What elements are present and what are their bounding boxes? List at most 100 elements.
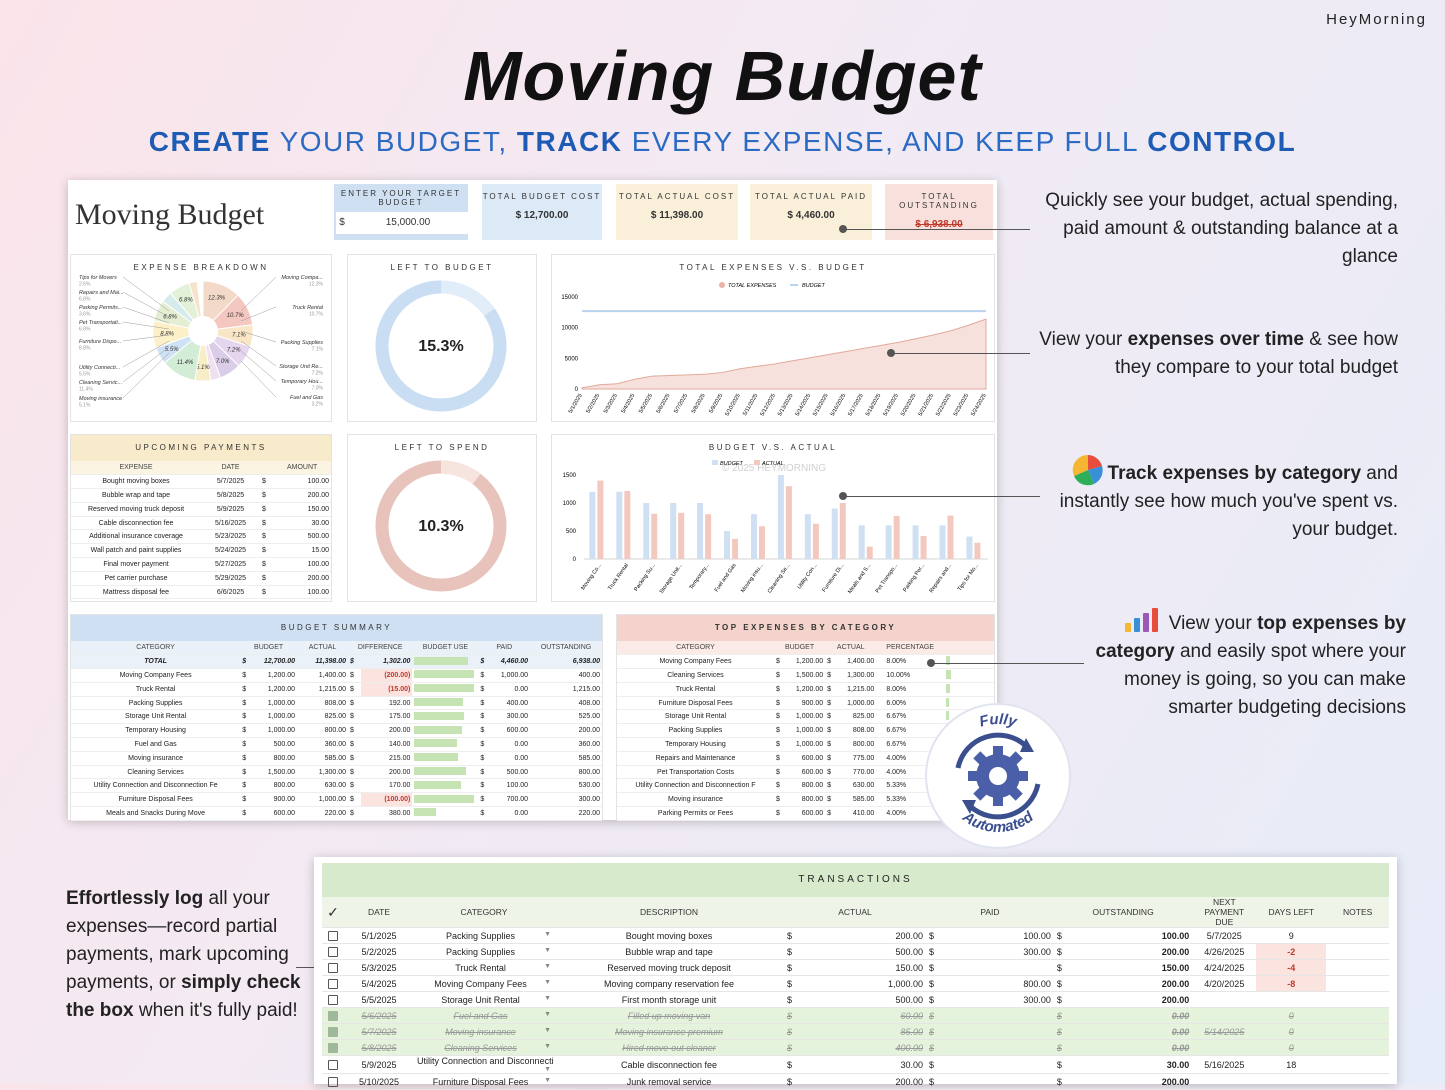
x-tick-label: 5/14/2025 — [795, 393, 812, 417]
x-tick-label: 5/13/2025 — [777, 393, 794, 417]
category-select[interactable]: Utility Connection and Disconnection ▼ — [414, 1055, 554, 1074]
x-tick-label: Pet Transpo... — [875, 562, 900, 594]
table-row: Parking Permits or Fees $600.00 $410.00 4.0… — [617, 806, 994, 821]
pie-legend-label: Parking Permits... — [79, 305, 122, 311]
paid-checkbox[interactable] — [322, 975, 344, 992]
table-row: Utility Connection and Disconnection F $8… — [617, 778, 994, 794]
transaction-row: 5/8/2025 Cleaning Services ▼ Hired move-ou… — [322, 1039, 1389, 1056]
left-to-spend-card: LEFT TO SPEND 10.3% — [347, 434, 537, 602]
transaction-row: 5/10/2025 Furniture Disposal Fees ▼ Junk r… — [322, 1073, 1389, 1090]
pie-legend-label: Storage Unit Re... — [279, 364, 323, 370]
x-tick-label: 5/3/2025 — [603, 393, 619, 415]
transaction-row: 5/5/2025 Storage Unit Rental ▼ First month… — [322, 991, 1389, 1008]
budget-bar — [643, 503, 650, 559]
table-row: Truck Rental $1,200.00 1,215.00 $ (15.00) $0.… — [71, 682, 602, 697]
category-select[interactable]: Storage Unit Rental ▼ — [414, 991, 554, 1008]
table-row: Fuel and Gas $500.00 360.00 $140.00 $0.00 360… — [71, 737, 602, 752]
pie-legend-pct: 12.3% — [309, 282, 324, 288]
pie-legend-pct: 3.6% — [79, 312, 91, 318]
x-tick-label: Fuel and Gas — [714, 563, 738, 594]
notes-cell[interactable] — [1326, 943, 1389, 960]
pie-legend-label: Tips for Movers — [79, 275, 117, 281]
budget-summary-table: CATEGORY BUDGET ACTUAL DIFFERENCE BUDGET USE… — [71, 641, 602, 821]
x-tick-label: 5/8/2025 — [691, 393, 707, 415]
x-tick-label: 5/10/2025 — [724, 393, 741, 417]
paid-checkbox[interactable] — [322, 1055, 344, 1074]
transaction-row: 5/9/2025 Utility Connection and Disconnec… — [322, 1055, 1389, 1074]
table-row: Moving Company Fees $1,200.00 $1,400.00 8.0… — [617, 654, 994, 670]
category-select[interactable]: Fuel and Gas ▼ — [414, 1007, 554, 1024]
paid-checkbox[interactable] — [322, 991, 344, 1008]
col-header: NOTES — [1326, 897, 1389, 928]
transaction-row: 5/1/2025 Packing Supplies ▼ Bought moving … — [322, 927, 1389, 944]
notes-cell[interactable] — [1326, 975, 1389, 992]
pie-legend-pct: 11.4% — [79, 387, 93, 393]
notes-cell[interactable] — [1326, 1007, 1389, 1024]
pie-legend-pct: 7.2% — [312, 371, 324, 377]
pie-legend-label: Cleaning Servic... — [79, 380, 122, 386]
col-header: DATE — [344, 897, 414, 928]
pie-legend-label: Truck Rental — [292, 305, 324, 311]
callout-dot-2 — [887, 349, 895, 357]
pie-pct-label: 8.8% — [160, 331, 174, 337]
col-header: ACTUAL — [825, 641, 877, 656]
notes-cell[interactable] — [1326, 959, 1389, 976]
budget-bar — [724, 531, 731, 559]
notes-cell[interactable] — [1326, 1073, 1389, 1090]
category-select[interactable]: Packing Supplies ▼ — [414, 943, 554, 960]
category-select[interactable]: Cleaning Services ▼ — [414, 1039, 554, 1056]
category-select[interactable]: Furniture Disposal Fees ▼ — [414, 1073, 554, 1090]
kpi-total-budget: TOTAL BUDGET COST $ 12,700.00 — [482, 184, 602, 240]
paid-checkbox[interactable] — [322, 1023, 344, 1040]
actual-bar — [812, 523, 819, 559]
check-all-icon[interactable]: ✓ — [322, 897, 344, 928]
pie-legend-pct: 8.8% — [79, 346, 91, 352]
notes-cell[interactable] — [1326, 1039, 1389, 1056]
paid-checkbox[interactable] — [322, 1073, 344, 1090]
table-row: Moving insurance $800.00 585.00 $215.00 $0.0… — [71, 751, 602, 766]
paid-checkbox[interactable] — [322, 943, 344, 960]
notes-cell[interactable] — [1326, 1055, 1389, 1074]
callout-dot-3 — [839, 492, 847, 500]
transactions-table: ✓ DATE CATEGORY DESCRIPTION ACTUAL PAID OUTSTA… — [322, 897, 1389, 1090]
budget-bar — [697, 503, 704, 559]
budget-bar — [939, 525, 946, 559]
x-tick-label: Packing Su... — [633, 562, 657, 592]
category-select[interactable]: Moving Company Fees ▼ — [414, 975, 554, 992]
budget-bar — [804, 514, 811, 559]
notes-cell[interactable] — [1326, 1023, 1389, 1040]
pie-pct-label: 5.1% — [196, 365, 210, 371]
budget-bar — [670, 503, 677, 559]
x-tick-label: Temporary... — [689, 562, 711, 591]
category-select[interactable]: Truck Rental ▼ — [414, 959, 554, 976]
callout-summary: Quickly see your budget, actual spending… — [1045, 190, 1398, 267]
x-tick-label: Tips for Mo... — [957, 562, 980, 592]
pie-pct-label: 6.8% — [179, 297, 193, 303]
category-select[interactable]: Packing Supplies ▼ — [414, 927, 554, 944]
table-row: Cable disconnection fee 5/16/2025 $30.00 — [71, 516, 331, 531]
pie-pct-label: 7.2% — [227, 348, 241, 354]
col-header: PAID — [478, 641, 531, 656]
actual-bar — [893, 515, 900, 559]
category-select[interactable]: Moving insurance ▼ — [414, 1023, 554, 1040]
notes-cell[interactable] — [1326, 991, 1389, 1008]
target-budget-input[interactable]: 15,000.00 — [385, 217, 431, 228]
y-tick-label: 5000 — [565, 356, 579, 362]
pie-pct-label: 12.3% — [208, 296, 226, 302]
pie-legend-label: Furniture Dispo... — [79, 339, 121, 345]
x-tick-label: Storage Unit... — [659, 562, 684, 595]
paid-checkbox[interactable] — [322, 1007, 344, 1024]
paid-checkbox[interactable] — [322, 1039, 344, 1056]
pie-legend-label: Moving Compa... — [281, 275, 323, 281]
paid-checkbox[interactable] — [322, 959, 344, 976]
notes-cell[interactable] — [1326, 927, 1389, 944]
x-tick-label: 5/1/2025 — [568, 393, 584, 415]
y-tick-label: 0 — [575, 387, 579, 393]
col-header: ACTUAL — [784, 897, 927, 928]
col-header: BUDGET — [240, 641, 298, 656]
budget-bar — [831, 508, 838, 559]
pie-legend-label: Moving insurance — [79, 396, 122, 402]
expenses-vs-budget-chart: TOTAL EXPENSES BUDGET 0 5000 10000 15000 5/1/2… — [561, 282, 988, 417]
paid-checkbox[interactable] — [322, 927, 344, 944]
left-to-budget-card: LEFT TO BUDGET 15.3% — [347, 254, 537, 422]
